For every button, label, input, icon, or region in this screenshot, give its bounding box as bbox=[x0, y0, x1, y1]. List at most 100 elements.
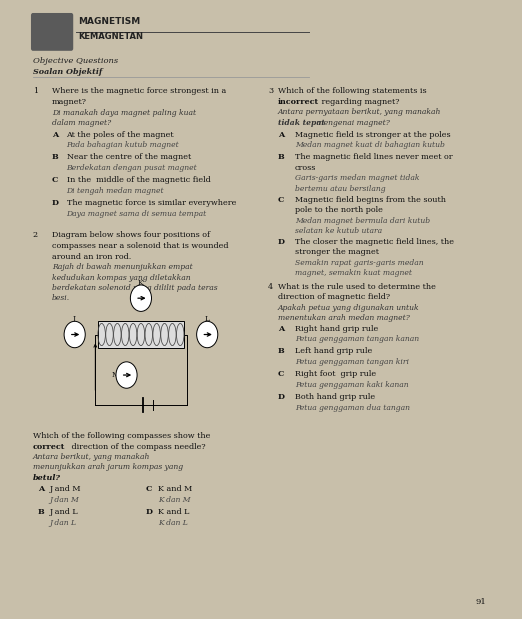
Text: B: B bbox=[278, 154, 284, 162]
Text: cross: cross bbox=[294, 164, 316, 172]
Text: bertemu atau bersilang: bertemu atau bersilang bbox=[294, 184, 385, 193]
Text: Right foot  grip rule: Right foot grip rule bbox=[294, 370, 376, 378]
Text: B: B bbox=[278, 347, 284, 355]
Text: The closer the magnetic field lines, the: The closer the magnetic field lines, the bbox=[294, 238, 454, 246]
Text: Where is the magnetic force strongest in a: Where is the magnetic force strongest in… bbox=[52, 87, 227, 95]
Text: compasses near a solenoid that is wounded: compasses near a solenoid that is wounde… bbox=[52, 242, 229, 249]
Text: B: B bbox=[38, 508, 44, 516]
Text: 1: 1 bbox=[33, 87, 38, 95]
Text: direction of magnetic field?: direction of magnetic field? bbox=[278, 293, 390, 301]
Text: Near the centre of the magnet: Near the centre of the magnet bbox=[66, 154, 191, 162]
Text: Apakah petua yang digunakan untuk: Apakah petua yang digunakan untuk bbox=[278, 303, 420, 311]
Text: A: A bbox=[38, 485, 44, 493]
Text: Daya magnet sama di semua tempat: Daya magnet sama di semua tempat bbox=[66, 210, 207, 218]
Text: Antara berikut, yang manakah: Antara berikut, yang manakah bbox=[33, 453, 150, 461]
Bar bbox=[98, 321, 184, 348]
Text: Diagram below shows four positions of: Diagram below shows four positions of bbox=[52, 231, 210, 239]
Text: A: A bbox=[278, 131, 284, 139]
Text: K and L: K and L bbox=[158, 508, 189, 516]
Text: J dan M: J dan M bbox=[50, 496, 79, 504]
Text: Soalan Objektif: Soalan Objektif bbox=[33, 68, 102, 76]
Text: magnet, semakin kuat magnet: magnet, semakin kuat magnet bbox=[294, 269, 412, 277]
Text: berdekatan solenoid yang dililit pada teras: berdekatan solenoid yang dililit pada te… bbox=[52, 284, 218, 292]
Text: Medan magnet kuat di bahagian kutub: Medan magnet kuat di bahagian kutub bbox=[294, 142, 445, 149]
Text: 91: 91 bbox=[476, 598, 487, 606]
Text: C: C bbox=[278, 196, 284, 204]
Text: K dan M: K dan M bbox=[158, 496, 190, 504]
Text: Magnetic field begins from the south: Magnetic field begins from the south bbox=[294, 196, 446, 204]
Text: Di tengah medan magnet: Di tengah medan magnet bbox=[66, 187, 164, 195]
Text: Garis-garis medan magnet tidak: Garis-garis medan magnet tidak bbox=[294, 175, 419, 183]
Text: D: D bbox=[278, 393, 285, 401]
Text: incorrect: incorrect bbox=[278, 98, 319, 106]
Text: Magnetic field is stronger at the poles: Magnetic field is stronger at the poles bbox=[294, 131, 450, 139]
Text: J and L: J and L bbox=[50, 508, 78, 516]
Text: menunjukkan arah jarum kompas yang: menunjukkan arah jarum kompas yang bbox=[33, 463, 183, 471]
Text: around an iron rod.: around an iron rod. bbox=[52, 253, 132, 261]
Text: 7.3: 7.3 bbox=[43, 20, 61, 30]
Text: At the poles of the magnet: At the poles of the magnet bbox=[66, 131, 174, 139]
Text: C: C bbox=[278, 370, 284, 378]
Text: correct: correct bbox=[33, 443, 65, 451]
Text: Petua genggaman tangan kiri: Petua genggaman tangan kiri bbox=[294, 358, 409, 366]
Circle shape bbox=[130, 285, 151, 311]
Text: Berdekatan dengan pusat magnet: Berdekatan dengan pusat magnet bbox=[66, 164, 197, 172]
Text: D: D bbox=[278, 238, 285, 246]
Text: tidak tepat: tidak tepat bbox=[278, 119, 325, 127]
Text: K dan L: K dan L bbox=[158, 519, 187, 527]
Text: Both hand grip rule: Both hand grip rule bbox=[294, 393, 375, 401]
Circle shape bbox=[197, 321, 218, 348]
Text: D: D bbox=[52, 199, 59, 207]
Text: Pada bahagian kutub magnet: Pada bahagian kutub magnet bbox=[66, 142, 179, 149]
Text: MAGNETISM: MAGNETISM bbox=[78, 17, 141, 26]
Text: pole to the north pole: pole to the north pole bbox=[294, 206, 383, 214]
Text: Which of the following compasses show the: Which of the following compasses show th… bbox=[33, 432, 210, 440]
Text: magnet?: magnet? bbox=[52, 98, 87, 106]
Text: M: M bbox=[111, 371, 119, 379]
Text: Which of the following statements is: Which of the following statements is bbox=[278, 87, 426, 95]
Text: 4: 4 bbox=[268, 282, 274, 290]
Text: K and M: K and M bbox=[158, 485, 192, 493]
Text: J dan L: J dan L bbox=[50, 519, 77, 527]
Text: In the  middle of the magnetic field: In the middle of the magnetic field bbox=[66, 176, 210, 184]
Text: Semakin rapat garis-garis medan: Semakin rapat garis-garis medan bbox=[294, 259, 423, 267]
Text: direction of the compass needle?: direction of the compass needle? bbox=[69, 443, 206, 451]
Text: selatan ke kutub utara: selatan ke kutub utara bbox=[294, 227, 382, 235]
Text: regarding magnet?: regarding magnet? bbox=[318, 98, 399, 106]
Text: Petua genggaman dua tangan: Petua genggaman dua tangan bbox=[294, 404, 410, 412]
Text: Right hand grip rule: Right hand grip rule bbox=[294, 324, 378, 332]
Text: K: K bbox=[138, 279, 144, 287]
Text: B: B bbox=[52, 154, 59, 162]
Text: Petua genggaman tangan kanan: Petua genggaman tangan kanan bbox=[294, 335, 419, 344]
Text: A: A bbox=[278, 324, 284, 332]
Text: menentukan arah medan magnet?: menentukan arah medan magnet? bbox=[278, 314, 410, 322]
Text: The magnetic force is similar everywhere: The magnetic force is similar everywhere bbox=[66, 199, 236, 207]
Text: J: J bbox=[73, 315, 76, 323]
Text: betul?: betul? bbox=[33, 474, 61, 482]
Text: The magnetic field lines never meet or: The magnetic field lines never meet or bbox=[294, 154, 452, 162]
FancyBboxPatch shape bbox=[31, 13, 73, 51]
Text: KEMAGNETAN: KEMAGNETAN bbox=[78, 32, 144, 41]
Text: Rajah di bawah menunjukkan empat: Rajah di bawah menunjukkan empat bbox=[52, 263, 193, 271]
Text: mengenai magnet?: mengenai magnet? bbox=[314, 119, 390, 127]
Text: What is the rule used to determine the: What is the rule used to determine the bbox=[278, 282, 436, 290]
Text: dalam magnet?: dalam magnet? bbox=[52, 119, 111, 128]
Text: J and M: J and M bbox=[50, 485, 81, 493]
Text: A: A bbox=[52, 131, 58, 139]
Text: stronger the magnet: stronger the magnet bbox=[294, 248, 378, 256]
Text: 2: 2 bbox=[33, 231, 38, 239]
Text: Left hand grip rule: Left hand grip rule bbox=[294, 347, 372, 355]
Circle shape bbox=[64, 321, 85, 348]
Text: C: C bbox=[146, 485, 152, 493]
Text: Di manakah daya magnet paling kuat: Di manakah daya magnet paling kuat bbox=[52, 109, 196, 117]
Text: Medan magnet bermula dari kutub: Medan magnet bermula dari kutub bbox=[294, 217, 430, 225]
Text: kedudukan kompas yang diletakkan: kedudukan kompas yang diletakkan bbox=[52, 274, 191, 282]
Text: Antara pernyataan berikut, yang manakah: Antara pernyataan berikut, yang manakah bbox=[278, 108, 441, 116]
Text: Objective Questions: Objective Questions bbox=[33, 58, 118, 66]
Text: 3: 3 bbox=[268, 87, 274, 95]
Text: C: C bbox=[52, 176, 58, 184]
Text: besi.: besi. bbox=[52, 294, 70, 302]
Text: D: D bbox=[146, 508, 153, 516]
Circle shape bbox=[116, 362, 137, 388]
Text: Petua genggaman kaki kanan: Petua genggaman kaki kanan bbox=[294, 381, 408, 389]
